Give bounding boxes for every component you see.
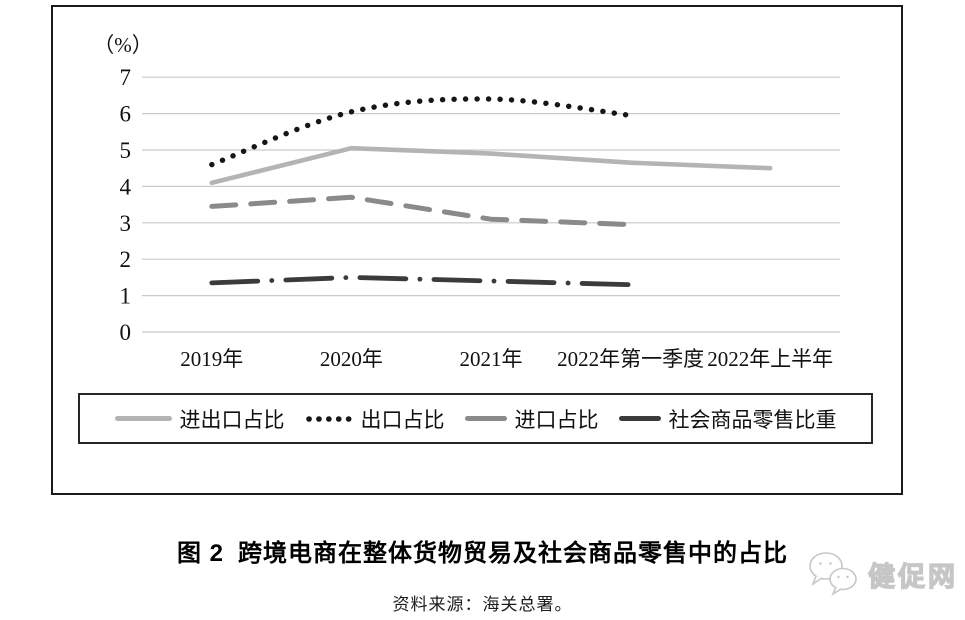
x-tick-label: 2020年: [320, 347, 383, 371]
x-tick-label: 2021年: [460, 347, 523, 371]
gray-dash-line-sample-icon: [464, 416, 507, 421]
y-tick-label: 1: [120, 284, 132, 309]
light-gray-line-sample-icon: [114, 416, 172, 421]
legend-item-retail-share: 社会商品零售比重: [618, 404, 837, 434]
series-line-dashed: [209, 194, 634, 228]
legend-label: 社会商品零售比重: [668, 407, 837, 432]
x-tick-label: 2022年第一季度: [557, 347, 704, 371]
y-tick-label: 4: [120, 174, 132, 199]
x-tick-label: 2019年: [180, 347, 243, 371]
legend-item-export-share: 出口占比: [305, 404, 445, 434]
series-line-solid: [209, 145, 773, 186]
legend-label: 进口占比: [514, 407, 599, 432]
chart-legend: 进出口占比 出口占比 进口占比 社会商品零售比重: [78, 393, 873, 444]
series-line-dashdot: [209, 275, 633, 288]
y-tick-label: 6: [120, 102, 132, 127]
legend-item-import-export-share: 进出口占比: [114, 404, 285, 434]
series-line-dotted: [209, 96, 634, 168]
line-chart-plot: 0 1 2 3 4 5 6 7 （%） 2019年 2020年 2021年 2022年第一季度 2022年…: [93, 33, 840, 371]
x-tick-label: 2022年上半年: [707, 347, 833, 371]
y-tick-label: 0: [120, 320, 132, 345]
y-tick-label: 3: [120, 211, 132, 236]
figure-caption: 图 2 跨境电商在整体货物贸易及社会商品零售中的占比: [0, 533, 965, 568]
y-tick-label: 2: [120, 247, 132, 272]
dotted-line-sample-icon: [305, 415, 352, 422]
chart-frame: 0 1 2 3 4 5 6 7 （%） 2019年 2020年 2021年 2022年第一季度 2022年…: [51, 5, 903, 495]
data-source-note: 资料来源：海关总署。: [392, 595, 573, 614]
y-tick-label: 7: [120, 65, 132, 90]
legend-item-import-share: 进口占比: [464, 404, 599, 434]
legend-label: 出口占比: [360, 407, 445, 432]
dark-line-sample-icon: [618, 416, 661, 421]
y-axis-unit-label: （%）: [93, 33, 153, 57]
figure-number: 图 2: [176, 540, 224, 567]
wechat-chat-bubbles-icon: [809, 552, 857, 597]
figure-title: 跨境电商在整体货物贸易及社会商品零售中的占比: [238, 540, 788, 567]
watermark-text: 健促网: [867, 561, 958, 592]
y-tick-label: 5: [120, 138, 132, 163]
watermark: 健促网: [806, 549, 958, 599]
legend-label: 进出口占比: [179, 407, 285, 432]
